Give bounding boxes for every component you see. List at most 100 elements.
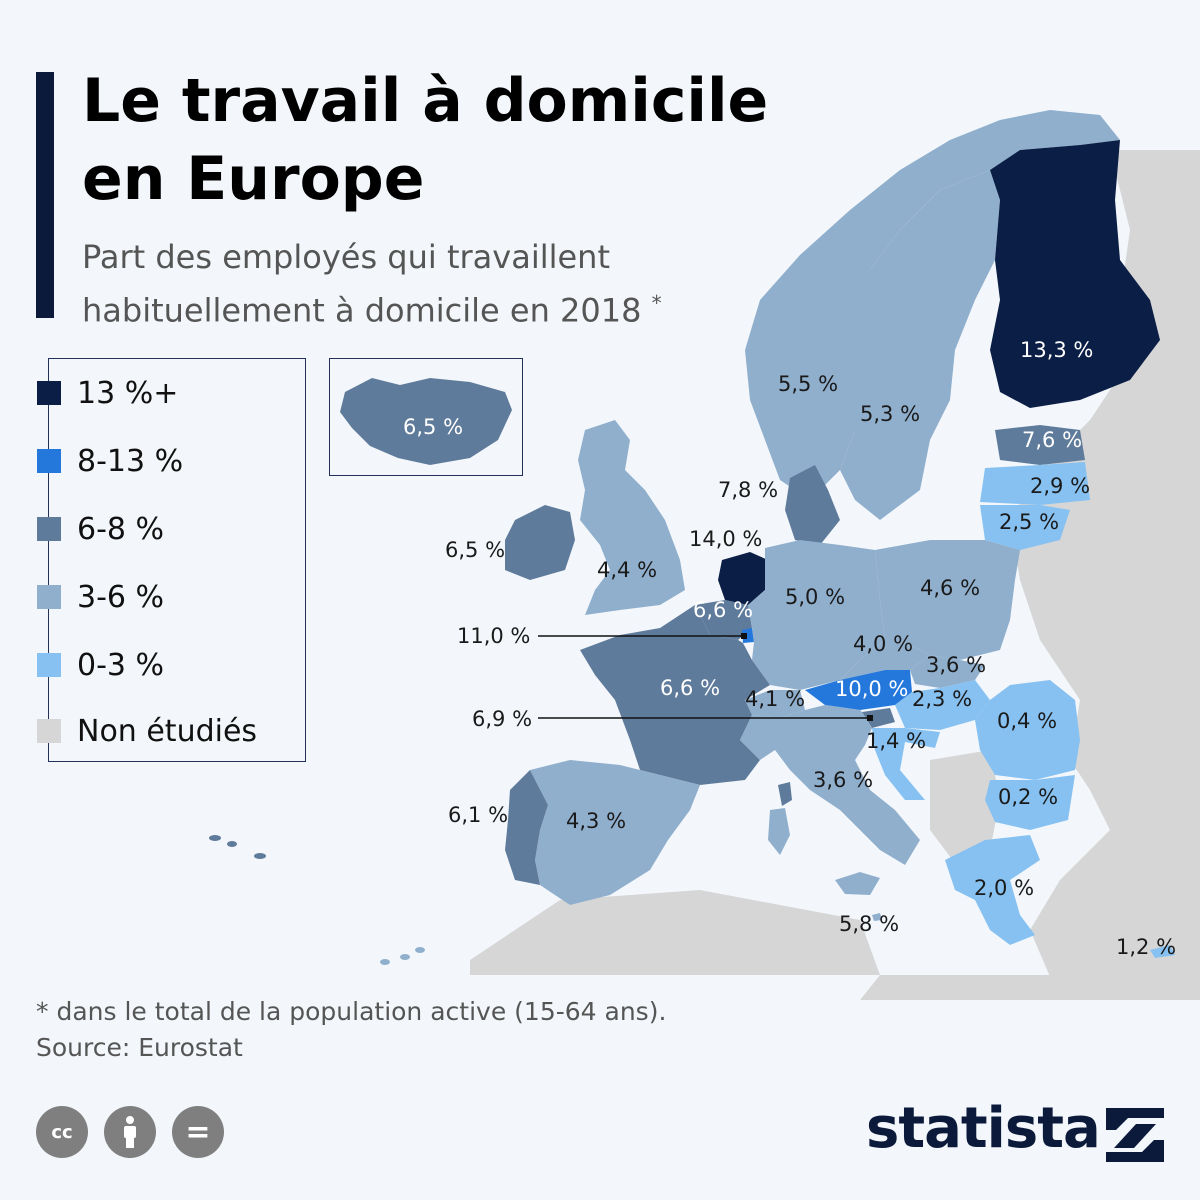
country-luxembourg: [742, 628, 754, 643]
label-switzerland: 4,1 %: [745, 687, 806, 711]
label-malta: 5,8 %: [839, 912, 900, 936]
country-sweden: [840, 170, 1000, 520]
country-poland: [875, 540, 1020, 660]
country-romania: [975, 680, 1080, 780]
label-finland: 13,3 %: [1020, 338, 1094, 362]
label-luxembourg: 11,0 %: [457, 624, 531, 648]
non-studied-land: [470, 150, 1200, 1000]
subtitle-footnote-marker: *: [651, 291, 662, 315]
country-estonia: [995, 425, 1085, 465]
country-lithuania: [980, 505, 1070, 550]
country-switzerland: [745, 690, 805, 718]
luxembourg-marker: [741, 633, 747, 639]
label-denmark: 7,8 %: [718, 478, 779, 502]
label-austria: 10,0 %: [835, 677, 909, 701]
label-latvia: 2,9 %: [1030, 474, 1091, 498]
country-netherlands: [718, 552, 768, 605]
country-austria: [805, 670, 912, 710]
country-bulgaria: [985, 775, 1075, 830]
atlantic-islands: [209, 835, 266, 859]
country-ireland: [505, 505, 575, 580]
label-germany: 5,0 %: [785, 585, 846, 609]
label-hungary: 2,3 %: [912, 687, 973, 711]
footnote: * dans le total de la population active …: [36, 997, 667, 1026]
legend-item: 13 %+: [37, 373, 178, 413]
page-title: Le travail à domicile en Europe: [82, 66, 769, 214]
legend-item: Non étudiés: [37, 711, 257, 751]
country-finland: [990, 140, 1160, 408]
creative-commons-glyph: cc: [51, 1121, 73, 1143]
island-sardinia: [768, 808, 790, 855]
legend-item: 3-6 %: [37, 577, 164, 617]
label-ireland: 6,5 %: [445, 538, 506, 562]
label-poland: 4,6 %: [920, 576, 981, 600]
legend-item: 8-13 %: [37, 441, 183, 481]
country-slovenia: [862, 708, 895, 728]
country-france: [580, 605, 770, 785]
legend-swatch: [37, 653, 61, 677]
country-norway: [745, 110, 1120, 500]
country-germany: [748, 540, 885, 690]
label-czechia: 4,0 %: [853, 632, 914, 656]
label-portugal: 6,1 %: [448, 803, 509, 827]
legend-label: 6-8 %: [77, 511, 165, 547]
legend-label: 13 %+: [77, 375, 179, 411]
source: Source: Eurostat: [36, 1033, 243, 1062]
creative-commons-icon[interactable]: cc: [36, 1106, 88, 1158]
title-accent-bar: [36, 72, 54, 318]
label-iceland: 6,5 %: [403, 415, 464, 439]
canary-islands: [380, 947, 425, 965]
country-hungary: [895, 680, 990, 730]
page-subtitle: Part des employés qui travaillent habitu…: [82, 234, 782, 334]
country-iceland: [340, 378, 512, 465]
label-netherlands: 14,0 %: [689, 527, 763, 551]
label-bulgaria: 0,2 %: [998, 785, 1059, 809]
label-belgium: 6,6 %: [693, 598, 754, 622]
legend-swatch: [37, 449, 61, 473]
legend-swatch: [37, 719, 61, 743]
country-cyprus: [1150, 945, 1175, 958]
country-belgium: [695, 600, 752, 640]
label-united-kingdom: 4,4 %: [597, 558, 658, 582]
country-greece: [945, 835, 1040, 945]
island-sicily: [835, 872, 880, 895]
license-icons: cc =: [36, 1106, 224, 1158]
legend-label: Non étudiés: [77, 713, 258, 749]
label-lithuania: 2,5 %: [999, 510, 1060, 534]
label-croatia: 1,4 %: [866, 729, 927, 753]
no-derivatives-icon[interactable]: =: [172, 1106, 224, 1158]
label-sweden: 5,3 %: [860, 402, 921, 426]
label-estonia: 7,6 %: [1022, 428, 1083, 452]
label-greece: 2,0 %: [974, 876, 1035, 900]
legend: 13 %+ 8-13 % 6-8 % 3-6 % 0-3 % Non étudi…: [37, 358, 306, 762]
legend-label: 8-13 %: [77, 443, 184, 479]
iceland-inset-frame: [329, 358, 523, 476]
island-corsica: [778, 782, 792, 806]
label-slovenia: 6,9 %: [472, 707, 533, 731]
person-glyph: [124, 1116, 136, 1148]
country-croatia: [872, 728, 940, 800]
attribution-icon[interactable]: [104, 1106, 156, 1158]
statista-logo-icon: [1106, 1108, 1164, 1162]
label-slovakia: 3,6 %: [926, 653, 987, 677]
country-spain: [530, 760, 700, 905]
legend-swatch: [37, 381, 61, 405]
label-italy: 3,6 %: [813, 768, 874, 792]
legend-item: 6-8 %: [37, 509, 164, 549]
legend-swatch: [37, 517, 61, 541]
country-latvia: [980, 462, 1090, 505]
statista-logo-text[interactable]: statista: [866, 1096, 1101, 1161]
country-italy: [740, 705, 920, 865]
legend-label: 0-3 %: [77, 647, 165, 683]
label-cyprus: 1,2 %: [1116, 935, 1177, 959]
label-romania: 0,4 %: [997, 709, 1058, 733]
country-denmark: [785, 465, 840, 545]
label-france: 6,6 %: [660, 676, 721, 700]
label-spain: 4,3 %: [566, 809, 627, 833]
subtitle-text: Part des employés qui travaillent habitu…: [82, 238, 642, 330]
legend-item: 0-3 %: [37, 645, 164, 685]
slovenia-marker: [867, 715, 873, 721]
footnote-block: * dans le total de la population active …: [36, 994, 666, 1066]
no-derivatives-glyph: =: [185, 1114, 211, 1150]
